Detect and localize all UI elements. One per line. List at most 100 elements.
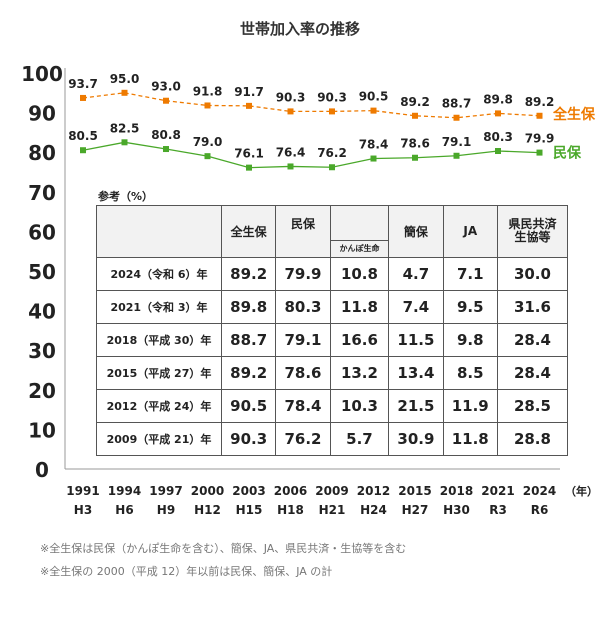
table-cell: 11.5	[388, 322, 444, 357]
data-point	[163, 97, 169, 104]
data-point	[246, 102, 252, 109]
data-label: 78.6	[400, 137, 430, 151]
y-tick-label: 40	[28, 300, 56, 324]
table-cell: 78.4	[275, 388, 331, 423]
table-cell: 16.6	[329, 322, 390, 357]
table-row: 2018（平成 30）年 88.7 79.1 16.6 11.5 9.8 28.4	[96, 322, 569, 357]
data-label: 79.0	[193, 135, 223, 149]
row-label: 2012（平成 24）年	[96, 388, 222, 423]
row-label: 2018（平成 30）年	[96, 322, 222, 357]
x-era-label: H30	[443, 503, 470, 517]
data-label: 76.4	[276, 145, 306, 159]
table-cell: 7.1	[442, 256, 498, 291]
table-cell: 31.6	[496, 289, 569, 324]
data-point	[453, 114, 460, 121]
header-blank	[330, 205, 390, 240]
y-tick-label: 80	[28, 141, 56, 165]
data-point	[246, 164, 252, 171]
x-era-label: H21	[319, 503, 346, 517]
table-cell: 11.9	[442, 388, 498, 423]
x-era-label: H9	[157, 503, 175, 517]
x-tick-label: 2009	[315, 484, 348, 498]
x-tick-label: 2018	[440, 484, 473, 498]
x-tick-label: 2003	[232, 484, 265, 498]
x-era-label: R6	[531, 503, 549, 517]
table-cell: 78.6	[275, 355, 331, 390]
data-label: 76.2	[317, 146, 347, 160]
x-era-label: H15	[236, 503, 263, 517]
data-label: 78.4	[359, 138, 389, 152]
x-era-label: H18	[277, 503, 304, 517]
table-cell: 11.8	[442, 421, 498, 456]
table-cell: 11.8	[329, 289, 390, 324]
x-era-label: H24	[360, 503, 387, 517]
data-point	[80, 94, 86, 101]
header-ja: JA	[442, 205, 498, 258]
data-label: 80.8	[151, 128, 181, 142]
table-cell: 90.5	[220, 388, 277, 423]
x-tick-label: 2012	[357, 484, 390, 498]
data-point	[329, 108, 335, 115]
legend-label: 全生保	[552, 106, 596, 123]
y-tick-label: 30	[28, 339, 56, 363]
table-cell: 30.0	[496, 256, 569, 291]
data-point	[80, 147, 86, 154]
data-point	[163, 146, 169, 153]
data-label: 89.2	[525, 95, 555, 109]
y-tick-label: 10	[28, 418, 56, 442]
reference-table: 全生保 民保 簡保 JA 県民共済 生協等 かんぽ生命 2024（令和 6）年 8…	[96, 205, 569, 456]
data-label: 79.9	[525, 132, 555, 146]
footnote-2: ※全生保の 2000（平成 12）年以前は民保、簡保、JA の計	[40, 565, 333, 578]
table-cell: 76.2	[275, 421, 331, 456]
table-cell: 4.7	[388, 256, 444, 291]
data-point	[329, 164, 335, 171]
data-point	[370, 107, 377, 114]
header-kenmin: 県民共済 生協等	[496, 205, 569, 258]
footnote-1: ※全生保は民保（かんぽ生命を含む）、簡保、JA、県民共済・生協等を含む	[40, 542, 407, 555]
data-label: 91.8	[193, 84, 223, 98]
header-zenseiho: 全生保	[220, 205, 277, 258]
x-tick-label: 2006	[274, 484, 307, 498]
data-point	[204, 102, 211, 109]
table-corner	[96, 205, 222, 258]
data-label: 90.5	[359, 90, 389, 104]
x-era-label: H12	[194, 503, 221, 517]
data-point	[536, 112, 543, 119]
x-era-label: H27	[402, 503, 429, 517]
x-tick-label: 1994	[108, 484, 141, 498]
table-cell: 10.8	[329, 256, 390, 291]
data-label: 91.7	[234, 85, 264, 99]
header-kanpo: 簡保	[388, 205, 444, 258]
header-minpo-spacer	[275, 240, 331, 258]
series-line-zenseiho	[82, 92, 540, 119]
header-minpo: 民保	[275, 205, 331, 240]
data-point	[412, 112, 418, 119]
y-tick-label: 50	[28, 260, 56, 284]
table-row: 2012（平成 24）年 90.5 78.4 10.3 21.5 11.9 28.5	[96, 388, 569, 423]
data-label: 93.7	[68, 77, 98, 91]
data-label: 90.3	[317, 90, 347, 104]
row-label: 2021（令和 3）年	[96, 289, 222, 324]
row-label: 2009（平成 21）年	[96, 421, 222, 456]
table-cell: 21.5	[388, 388, 444, 423]
table-cell: 28.4	[496, 322, 569, 357]
legend-label: 民保	[553, 145, 582, 162]
table-row: 2021（令和 3）年 89.8 80.3 11.8 7.4 9.5 31.6	[96, 289, 569, 324]
table-cell: 10.3	[329, 388, 390, 423]
table-cell: 30.9	[388, 421, 444, 456]
x-tick-label: 2000	[191, 484, 224, 498]
data-point	[495, 148, 501, 155]
table-row: 2015（平成 27）年 89.2 78.6 13.2 13.4 8.5 28.4	[96, 355, 569, 390]
row-label: 2024（令和 6）年	[96, 256, 222, 291]
table-cell: 89.2	[220, 256, 277, 291]
data-label: 90.3	[276, 90, 306, 104]
y-tick-label: 60	[28, 220, 56, 244]
data-point	[121, 89, 128, 96]
y-tick-label: 70	[28, 181, 56, 205]
data-point	[412, 154, 418, 161]
x-tick-label: 1991	[66, 484, 99, 498]
table-row: 2009（平成 21）年 90.3 76.2 5.7 30.9 11.8 28.8	[96, 421, 569, 456]
data-point	[204, 153, 211, 160]
x-era-label: H6	[115, 503, 133, 517]
